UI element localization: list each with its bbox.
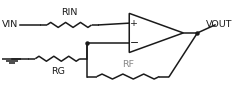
Text: RF: RF — [122, 60, 134, 69]
Text: −: − — [130, 38, 139, 48]
Text: VOUT: VOUT — [206, 20, 233, 29]
Text: RIN: RIN — [61, 8, 78, 17]
Text: RG: RG — [51, 67, 65, 76]
Text: VIN: VIN — [2, 20, 19, 29]
Text: +: + — [130, 19, 138, 28]
